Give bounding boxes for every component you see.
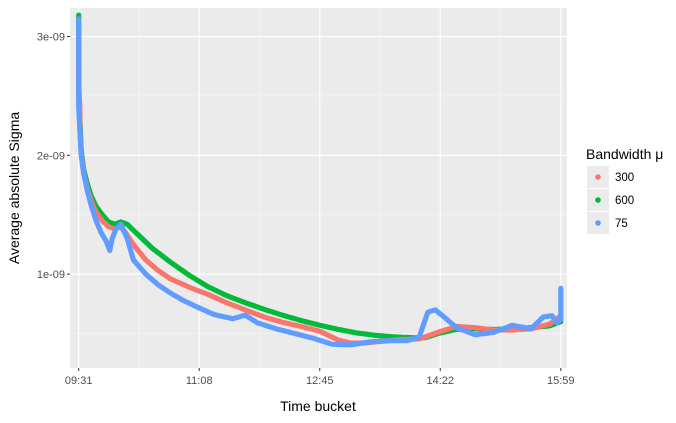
series-75: [76, 16, 564, 348]
legend-title: Bandwidth μ: [586, 146, 663, 162]
x-tick-label: 11:08: [186, 375, 213, 387]
x-axis-ticks: 09:31 11:08 12:45 14:22 15:59: [65, 368, 575, 387]
legend-entry-75: 75: [587, 212, 628, 234]
legend-label: 600: [615, 195, 634, 207]
legend-marker: [595, 197, 601, 203]
y-tick-label: 3e-09: [37, 32, 65, 44]
x-axis-title: Time bucket: [280, 398, 356, 414]
gridlines: [70, 8, 567, 368]
legend: Bandwidth μ 300 600 75: [586, 146, 663, 234]
legend-marker: [595, 220, 601, 226]
data-point: [558, 285, 564, 291]
x-tick-label: 15:59: [547, 375, 575, 387]
plot-panel: [70, 8, 567, 368]
y-tick-label: 2e-09: [37, 150, 65, 162]
y-tick-label: 1e-09: [37, 269, 65, 281]
legend-entry-600: 600: [587, 189, 634, 211]
legend-entries: 300 600 75: [587, 166, 634, 234]
legend-entry-300: 300: [587, 166, 634, 188]
y-axis-title: Average absolute Sigma: [6, 112, 22, 264]
legend-marker: [595, 174, 601, 180]
y-axis-ticks: 1e-09 2e-09 3e-09: [37, 32, 70, 281]
x-tick-label: 09:31: [65, 375, 93, 387]
x-tick-label: 14:22: [426, 375, 454, 387]
legend-label: 75: [615, 218, 628, 230]
data-points: [76, 12, 564, 348]
x-tick-label: 12:45: [306, 375, 334, 387]
legend-label: 300: [615, 172, 634, 184]
